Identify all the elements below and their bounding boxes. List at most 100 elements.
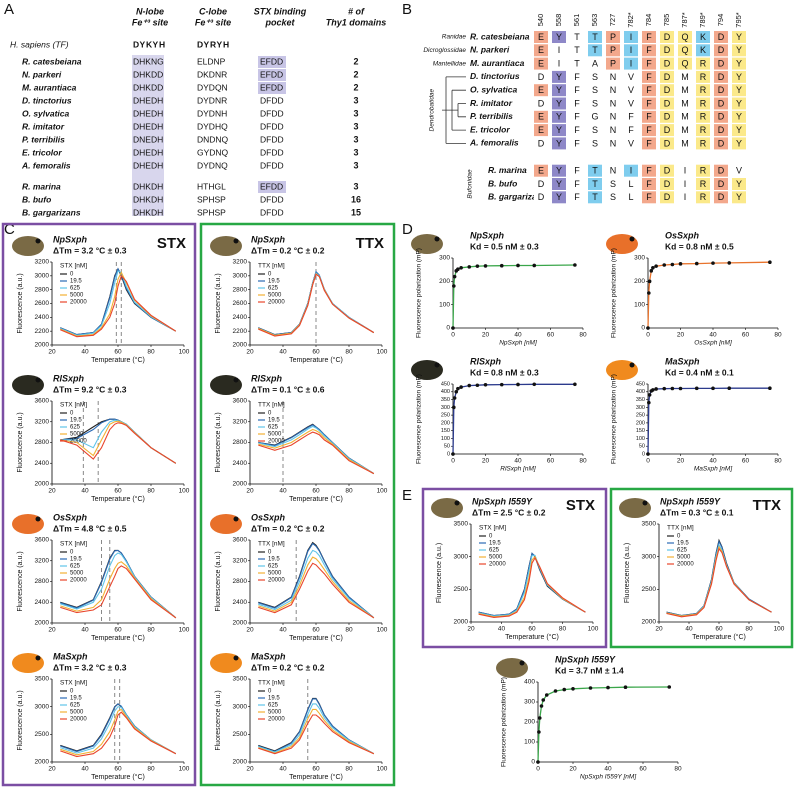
legend-label: 625	[489, 548, 500, 554]
y-tick-label: 2400	[233, 599, 248, 606]
melt-curve	[258, 428, 375, 475]
residue-cell	[606, 97, 620, 110]
x-tick-label: 40	[279, 627, 287, 634]
stx-pocket: EFDD	[260, 181, 283, 191]
x-tick-label: 40	[709, 458, 717, 465]
residue: Y	[736, 179, 742, 189]
y-tick-label: 3200	[233, 557, 248, 564]
y-tick-label: 300	[634, 255, 645, 262]
frog-eye	[233, 516, 239, 522]
delta-tm: ΔTm = 9.2 °C ± 0.3	[53, 384, 127, 394]
y-axis-label: Fluorescence polarization (mP)	[501, 677, 508, 767]
y-tick-label: 2800	[35, 578, 50, 585]
residue-cell	[642, 84, 656, 97]
delta-tm: ΔTm = 3.2 °C ± 0.3	[53, 662, 127, 672]
clobe-site: HTHGL	[197, 181, 226, 191]
y-tick-label: 250	[636, 413, 645, 419]
residue: L	[628, 192, 633, 202]
residue: D	[718, 112, 725, 122]
x-tick-label: 20	[677, 458, 685, 465]
residue: F	[646, 112, 652, 122]
residue-cell	[588, 137, 602, 150]
residue-cell	[696, 44, 710, 57]
residue-cell	[696, 31, 710, 43]
x-tick-label: 80	[674, 766, 682, 773]
y-tick-label: 2600	[35, 300, 50, 307]
melt-curve	[478, 556, 586, 618]
x-axis-label: Temperature (°C)	[91, 634, 145, 642]
x-tick-label: 100	[377, 488, 388, 495]
x-tick-label: 80	[345, 627, 353, 634]
y-axis-label: Fluorescence (a.u.)	[436, 543, 443, 603]
x-axis-label: OsSxph [nM]	[694, 340, 732, 347]
x-tick-label: 40	[604, 766, 612, 773]
x-tick-label: 20	[677, 332, 685, 339]
melt-curve	[258, 714, 375, 755]
melt-curve	[258, 698, 375, 755]
melt-curve	[60, 711, 177, 758]
residue: D	[718, 32, 725, 42]
panel-label: A	[4, 1, 14, 18]
residue-cell	[552, 164, 566, 177]
data-point	[459, 266, 463, 270]
stx-box	[1, 222, 197, 787]
residue: D	[664, 45, 671, 55]
x-tick-label: 40	[81, 488, 89, 495]
legend-title: STX [nM]	[60, 402, 87, 409]
y-tick-label: 2600	[233, 300, 248, 307]
position-label: 785	[662, 14, 671, 27]
residue: R	[700, 58, 707, 68]
residue-cell	[570, 191, 584, 204]
residue: P	[610, 58, 616, 68]
melt-curve	[258, 542, 375, 619]
y-tick-label: 400	[441, 389, 450, 395]
residue: R	[700, 125, 707, 135]
residue: D	[664, 85, 671, 95]
column-header: STX binding	[254, 6, 307, 16]
plot-title: OsSxph	[53, 512, 88, 522]
y-tick-label: 3600	[233, 537, 248, 544]
residue: D	[664, 98, 671, 108]
data-point	[647, 279, 652, 284]
residue-cell	[624, 110, 638, 123]
residue: Y	[556, 192, 562, 202]
residue: Y	[736, 58, 742, 68]
y-tick-label: 200	[439, 278, 450, 285]
residue: T	[592, 192, 598, 202]
residue-cell	[660, 97, 674, 110]
residue-cell	[660, 110, 674, 123]
data-point	[662, 386, 667, 391]
x-tick-label: 0	[536, 766, 540, 773]
residue-cell	[714, 124, 728, 137]
data-point	[553, 689, 558, 693]
residue-cell	[642, 178, 656, 190]
frog-eye	[629, 362, 635, 368]
melt-curve	[258, 703, 375, 755]
residue: N	[610, 112, 617, 122]
residue-cell	[534, 31, 548, 43]
residue-cell	[696, 110, 710, 123]
y-tick-label: 100	[524, 739, 535, 746]
residue: V	[628, 138, 634, 148]
residue-cell	[642, 164, 656, 177]
toxin-label: TTX	[356, 235, 384, 252]
residue-cell	[642, 70, 656, 83]
residue-cell	[606, 84, 620, 97]
species-name: O. sylvatica	[470, 84, 518, 94]
residue-cell	[714, 191, 728, 204]
reference-residue: H	[159, 39, 165, 49]
residue-cell	[678, 178, 692, 190]
data-point	[768, 386, 772, 391]
plot-title: NpSxph I559Y	[472, 496, 533, 506]
species-name: A. femoralis	[21, 160, 71, 170]
residue: F	[574, 98, 580, 108]
x-tick-label: 80	[774, 458, 782, 465]
residue: Q	[681, 58, 688, 68]
residue-cell	[570, 164, 584, 177]
plot-title: NpSxph	[53, 234, 88, 244]
residue-cell	[732, 70, 746, 83]
residue: R	[700, 85, 707, 95]
y-tick-label: 2000	[35, 481, 50, 488]
x-axis-label: Temperature (°C)	[91, 356, 145, 364]
legend-label: 5000	[268, 710, 282, 716]
